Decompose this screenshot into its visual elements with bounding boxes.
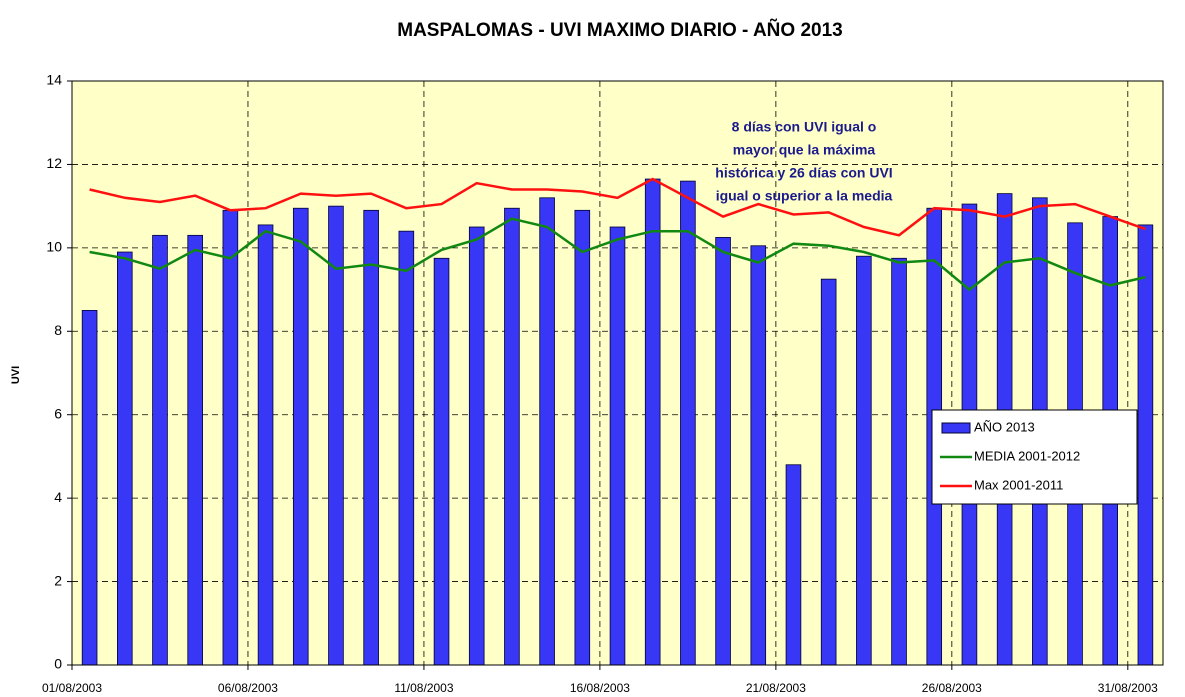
x-tick-label: 06/08/2003 [218, 681, 278, 695]
bar [504, 207, 520, 666]
bar [81, 310, 98, 666]
x-tick-label: 31/08/2003 [1098, 681, 1158, 695]
y-tick-label: 2 [54, 572, 62, 588]
legend-label: MEDIA 2001-2012 [974, 448, 1080, 463]
x-tick-label: 11/08/2003 [394, 681, 453, 695]
bar [328, 205, 344, 666]
bar [644, 178, 661, 666]
x-tick-label: 26/08/2003 [922, 681, 982, 695]
annotation: histórica y 26 días con UVI [715, 165, 892, 181]
x-tick-label: 01/08/2003 [42, 681, 102, 695]
bar [398, 230, 415, 666]
annotation: igual o superior a la media [716, 188, 893, 204]
bar [187, 234, 203, 666]
bar [891, 257, 907, 666]
legend-swatch [941, 422, 971, 434]
chart-title: MASPALOMAS - UVI MAXIMO DIARIO - AÑO 201… [397, 19, 842, 41]
annotation: mayor que la máxima [733, 142, 876, 158]
bar [152, 234, 168, 666]
x-tick-label: 16/08/2003 [570, 681, 630, 695]
bar [574, 209, 591, 666]
bar [468, 226, 485, 666]
x-tick-label: 21/08/2003 [746, 681, 806, 695]
bar [1137, 224, 1154, 666]
line [89, 177, 1146, 237]
bar [116, 251, 133, 666]
bar [363, 209, 379, 666]
bar [715, 237, 731, 666]
y-tick-label: 4 [54, 489, 62, 505]
y-tick-label: 12 [46, 155, 62, 171]
bar [609, 226, 626, 666]
annotation: 8 días con UVI igual o [732, 119, 877, 135]
y-axis-label: UVI [10, 366, 22, 384]
bar [680, 180, 696, 666]
bar [820, 278, 837, 666]
bar [750, 245, 767, 666]
bar [785, 464, 802, 666]
y-tick-label: 14 [46, 72, 62, 88]
bar [222, 209, 239, 666]
legend-label: AÑO 2013 [974, 419, 1035, 434]
bar [433, 257, 450, 666]
bar [257, 224, 274, 666]
plot-border [71, 80, 1164, 666]
bar [856, 255, 872, 666]
legend-label: Max 2001-2011 [974, 477, 1063, 492]
y-tick-label: 6 [54, 405, 62, 421]
y-tick-label: 8 [54, 322, 62, 338]
line [89, 217, 1146, 292]
bar [292, 207, 309, 666]
bar [539, 197, 555, 666]
y-tick-label: 0 [54, 656, 62, 672]
y-tick-label: 10 [46, 239, 62, 255]
